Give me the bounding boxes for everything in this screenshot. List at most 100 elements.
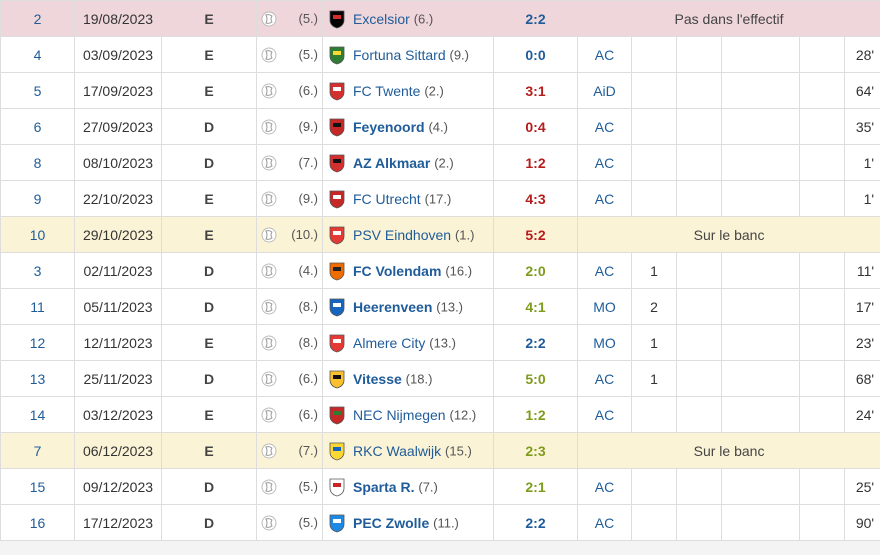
- table-row[interactable]: 8 08/10/2023 D (7.) AZ Alkmaar (2.) 1:2 AC 1': [0, 144, 880, 181]
- role-link[interactable]: AC: [577, 468, 632, 505]
- match-result-link[interactable]: 0:4: [493, 108, 578, 145]
- table-row[interactable]: 12 12/11/2023 E (8.) Almere City (13.) 2:2 MO 1…: [0, 324, 880, 361]
- opponent-cell[interactable]: RKC Waalwijk (15.): [322, 432, 494, 469]
- opponent-cell[interactable]: NEC Nijmegen (12.): [322, 396, 494, 433]
- match-result-link[interactable]: 3:1: [493, 72, 578, 109]
- table-row[interactable]: 11 05/11/2023 D (8.) Heerenveen (13.) 4:1 MO 2 1…: [0, 288, 880, 325]
- table-row[interactable]: 3 02/11/2023 D (4.) FC Volendam (16.) 2:0 AC 1 1…: [0, 252, 880, 289]
- assists-cell: [676, 180, 722, 217]
- role-link[interactable]: AC: [577, 180, 632, 217]
- role-link[interactable]: AC: [577, 360, 632, 397]
- opponent-name-link[interactable]: FC Twente: [353, 82, 421, 99]
- role-link[interactable]: AC: [577, 108, 632, 145]
- ajax-crest-icon: [261, 83, 277, 99]
- match-result-link[interactable]: 1:2: [493, 396, 578, 433]
- table-row[interactable]: 16 17/12/2023 D (5.) PEC Zwolle (11.) 2:2 AC 90…: [0, 504, 880, 541]
- opponent-name-link[interactable]: NEC Nijmegen: [353, 406, 446, 423]
- matchday-link[interactable]: 13: [0, 360, 75, 397]
- role-link[interactable]: AC: [577, 144, 632, 181]
- opponent-name-link[interactable]: PSV Eindhoven: [353, 226, 452, 243]
- matchday-link[interactable]: 7: [0, 432, 75, 469]
- table-row[interactable]: 4 03/09/2023 E (5.) Fortuna Sittard (9.) 0:0 A…: [0, 36, 880, 73]
- opponent-name-link[interactable]: Heerenveen: [353, 298, 433, 315]
- role-link[interactable]: MO: [577, 288, 632, 325]
- match-result-link[interactable]: 2:2: [493, 0, 578, 37]
- opponent-cell[interactable]: FC Volendam (16.): [322, 252, 494, 289]
- match-result-link[interactable]: 5:0: [493, 360, 578, 397]
- table-row[interactable]: 2 19/08/2023 E (5.) Excelsior (6.) 2:2 Pas dan…: [0, 0, 880, 37]
- goals-cell: [631, 504, 677, 541]
- opponent-name-link[interactable]: Fortuna Sittard: [353, 46, 446, 63]
- match-result-link[interactable]: 2:2: [493, 324, 578, 361]
- opponent-cell[interactable]: Sparta R. (7.): [322, 468, 494, 505]
- table-row[interactable]: 9 22/10/2023 E (9.) FC Utrecht (17.) 4:3 AC 1': [0, 180, 880, 217]
- match-result-link[interactable]: 2:2: [493, 504, 578, 541]
- table-row[interactable]: 6 27/09/2023 D (9.) Feyenoord (4.) 0:4 AC 35': [0, 108, 880, 145]
- opponent-cell[interactable]: Vitesse (18.): [322, 360, 494, 397]
- opponent-name-link[interactable]: Excelsior: [353, 10, 410, 27]
- opponent-cell[interactable]: PEC Zwolle (11.): [322, 504, 494, 541]
- match-result-link[interactable]: 4:1: [493, 288, 578, 325]
- opponent-cell[interactable]: Feyenoord (4.): [322, 108, 494, 145]
- match-result-link[interactable]: 5:2: [493, 216, 578, 253]
- opponent-cell[interactable]: Excelsior (6.): [322, 0, 494, 37]
- opponent-name-link[interactable]: Almere City: [353, 334, 426, 351]
- ajax-cell: (7.): [256, 432, 323, 469]
- opponent-name-link[interactable]: Vitesse: [353, 370, 402, 387]
- table-row[interactable]: 7 06/12/2023 E (7.) RKC Waalwijk (15.) 2:3 Sur…: [0, 432, 880, 469]
- opponent-cell[interactable]: AZ Alkmaar (2.): [322, 144, 494, 181]
- match-result-link[interactable]: 0:0: [493, 36, 578, 73]
- matchday-link[interactable]: 2: [0, 0, 75, 37]
- assists-cell: [676, 288, 722, 325]
- match-result-link[interactable]: 2:1: [493, 468, 578, 505]
- opponent-cell[interactable]: FC Twente (2.): [322, 72, 494, 109]
- goals-cell: [631, 468, 677, 505]
- opponent-cell[interactable]: Almere City (13.): [322, 324, 494, 361]
- matchday-link[interactable]: 10: [0, 216, 75, 253]
- matchday-link[interactable]: 16: [0, 504, 75, 541]
- role-link[interactable]: MO: [577, 324, 632, 361]
- ajax-crest-icon: [261, 371, 277, 387]
- table-row[interactable]: 5 17/09/2023 E (6.) FC Twente (2.) 3:1 AiD 64': [0, 72, 880, 109]
- opponent-cell[interactable]: FC Utrecht (17.): [322, 180, 494, 217]
- table-row[interactable]: 15 09/12/2023 D (5.) Sparta R. (7.) 2:1 AC 25': [0, 468, 880, 505]
- opponent-name-link[interactable]: FC Volendam: [353, 262, 442, 279]
- table-row[interactable]: 14 03/12/2023 E (6.) NEC Nijmegen (12.) 1:2 AC…: [0, 396, 880, 433]
- matchday-link[interactable]: 8: [0, 144, 75, 181]
- matchday-link[interactable]: 6: [0, 108, 75, 145]
- opponent-name-link[interactable]: PEC Zwolle: [353, 514, 430, 531]
- matchday-link[interactable]: 15: [0, 468, 75, 505]
- opponent-name-link[interactable]: Sparta R.: [353, 478, 415, 495]
- match-result-link[interactable]: 2:0: [493, 252, 578, 289]
- opponent-cell[interactable]: Heerenveen (13.): [322, 288, 494, 325]
- matchday-link[interactable]: 11: [0, 288, 75, 325]
- table-row[interactable]: 13 25/11/2023 D (6.) Vitesse (18.) 5:0 AC 1 68': [0, 360, 880, 397]
- ajax-crest-icon: [261, 515, 277, 531]
- role-link[interactable]: AC: [577, 252, 632, 289]
- matchday-link[interactable]: 9: [0, 180, 75, 217]
- matchday-link[interactable]: 4: [0, 36, 75, 73]
- role-link[interactable]: AiD: [577, 72, 632, 109]
- match-result-link[interactable]: 4:3: [493, 180, 578, 217]
- opponent-name-link[interactable]: RKC Waalwijk: [353, 442, 442, 459]
- stat-cell: [721, 108, 800, 145]
- ajax-cell: (9.): [256, 180, 323, 217]
- role-link[interactable]: AC: [577, 396, 632, 433]
- goals-cell: 1: [631, 324, 677, 361]
- opponent-name-link[interactable]: Feyenoord: [353, 118, 425, 135]
- minutes-played: 28': [843, 36, 880, 73]
- opponent-name-link[interactable]: AZ Alkmaar: [353, 154, 431, 171]
- opponent-name-link[interactable]: FC Utrecht: [353, 190, 421, 207]
- matchday-link[interactable]: 5: [0, 72, 75, 109]
- match-result-link[interactable]: 2:3: [493, 432, 578, 469]
- opponent-cell[interactable]: PSV Eindhoven (1.): [322, 216, 494, 253]
- opponent-cell[interactable]: Fortuna Sittard (9.): [322, 36, 494, 73]
- matchday-link[interactable]: 12: [0, 324, 75, 361]
- role-link[interactable]: AC: [577, 504, 632, 541]
- table-row[interactable]: 10 29/10/2023 E (10.) PSV Eindhoven (1.) 5:2 S…: [0, 216, 880, 253]
- matchday-link[interactable]: 14: [0, 396, 75, 433]
- matchday-link[interactable]: 3: [0, 252, 75, 289]
- match-result-link[interactable]: 1:2: [493, 144, 578, 181]
- stat-cell: [799, 324, 845, 361]
- role-link[interactable]: AC: [577, 36, 632, 73]
